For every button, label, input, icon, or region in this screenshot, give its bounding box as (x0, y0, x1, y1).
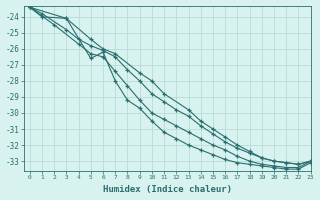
X-axis label: Humidex (Indice chaleur): Humidex (Indice chaleur) (103, 185, 232, 194)
